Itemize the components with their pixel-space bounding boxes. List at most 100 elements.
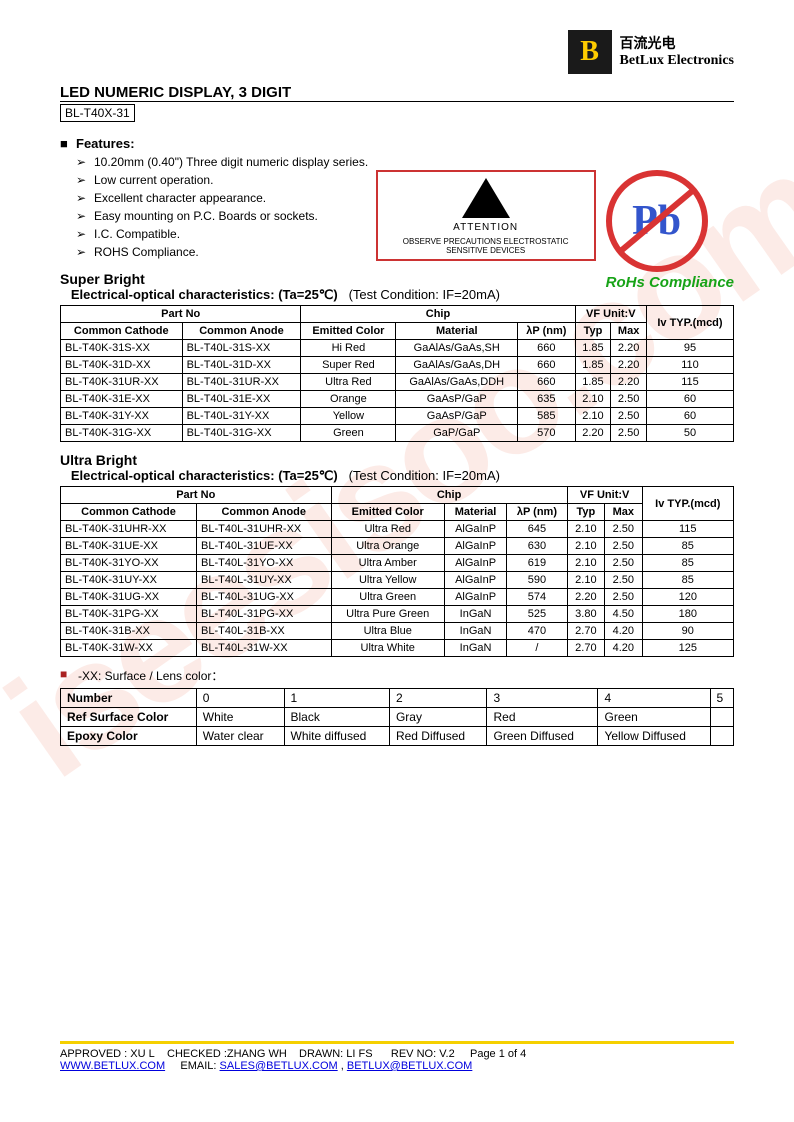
table-cell: Orange [301,391,396,408]
footer-www-link[interactable]: WWW.BETLUX.COM [60,1060,165,1072]
th-chip: Chip [301,306,575,323]
footer-approved: APPROVED : XU L [60,1048,155,1060]
table-cell: 660 [518,374,576,391]
features-heading: Features: [76,136,734,151]
feature-item: 10.20mm (0.40") Three digit numeric disp… [76,153,734,171]
super-bright-table: Part No Chip VF Unit:V Iv TYP.(mcd) Comm… [60,305,734,442]
attention-text: OBSERVE PRECAUTIONS ELECTROSTATIC SENSIT… [386,237,586,255]
th-ca: Common Anode [182,323,301,340]
table-cell: Yellow [301,408,396,425]
table-row: BL-T40K-31YO-XXBL-T40L-31YO-XXUltra Ambe… [61,555,734,572]
table-cell: BL-T40L-31S-XX [182,340,301,357]
footer-email1-link[interactable]: SALES@BETLUX.COM [220,1060,338,1072]
table-cell: 90 [642,623,733,640]
lens-cell: 4 [598,689,710,708]
table-row: BL-T40K-31Y-XXBL-T40L-31Y-XXYellowGaAsP/… [61,408,734,425]
table-cell: 645 [507,521,567,538]
table-cell: BL-T40K-31UHR-XX [61,521,197,538]
table-cell: 180 [642,606,733,623]
table-cell: 585 [518,408,576,425]
company-block: 百流光电 BetLux Electronics [620,34,734,70]
footer-checked: CHECKED :ZHANG WH [167,1048,287,1060]
th-ca: Common Anode [197,504,332,521]
table-cell: BL-T40K-31YO-XX [61,555,197,572]
part-number: BL-T40X-31 [60,104,135,122]
table-cell: BL-T40K-31G-XX [61,425,183,442]
table-cell: 2.70 [567,623,604,640]
table-cell: Ultra Yellow [331,572,444,589]
footer-sep: , [341,1060,344,1072]
table-cell: 2.10 [567,572,604,589]
table-cell: 3.80 [567,606,604,623]
footer-page: Page 1 of 4 [470,1048,526,1060]
table-cell: Ultra Amber [331,555,444,572]
th-partno: Part No [61,487,332,504]
th-max: Max [605,504,642,521]
table-row: BL-T40K-31UG-XXBL-T40L-31UG-XXUltra Gree… [61,589,734,606]
table-cell: 2.20 [611,340,647,357]
table-cell: 2.20 [611,357,647,374]
th-material: Material [444,504,506,521]
table-cell: 4.20 [605,640,642,657]
logo-icon: B [568,30,612,74]
table-cell: 590 [507,572,567,589]
table-cell: BL-T40L-31UE-XX [197,538,332,555]
table-cell: 85 [642,555,733,572]
table-cell: 115 [642,521,733,538]
table-cell: 2.50 [605,572,642,589]
lens-cell: Red [487,708,598,727]
ultra-bright-table: Part No Chip VF Unit:V Iv TYP.(mcd) Comm… [60,486,734,657]
table-cell: GaAlAs/GaAs,DDH [396,374,518,391]
table-cell: 619 [507,555,567,572]
lens-cell: Black [284,708,389,727]
th-max: Max [611,323,647,340]
table-cell: BL-T40L-31E-XX [182,391,301,408]
table-cell: 120 [642,589,733,606]
footer-drawn: DRAWN: LI FS [299,1048,373,1060]
table-cell: BL-T40L-31D-XX [182,357,301,374]
table-cell: 525 [507,606,567,623]
table-cell: GaAsP/GaP [396,391,518,408]
table-cell: 2.20 [575,425,611,442]
table-cell: GaAsP/GaP [396,408,518,425]
table-cell: 635 [518,391,576,408]
table-cell: Hi Red [301,340,396,357]
table-cell: BL-T40K-31W-XX [61,640,197,657]
footer-email2-link[interactable]: BETLUX@BETLUX.COM [347,1060,472,1072]
table-cell: BL-T40L-31W-XX [197,640,332,657]
lens-cell: White diffused [284,727,389,746]
table-cell: BL-T40K-31S-XX [61,340,183,357]
table-cell: BL-T40L-31UG-XX [197,589,332,606]
pb-symbol: Pb [632,197,681,245]
char-title-2: Electrical-optical characteristics: (Ta=… [71,468,338,483]
table-cell: AlGaInP [444,521,506,538]
th-chip: Chip [331,487,567,504]
table-cell: / [507,640,567,657]
table-cell: 2.20 [567,589,604,606]
lens-cell: Green [598,708,710,727]
lens-cell: Gray [389,708,487,727]
lens-cell: 3 [487,689,598,708]
table-cell: BL-T40L-31G-XX [182,425,301,442]
table-cell: BL-T40K-31PG-XX [61,606,197,623]
no-pb-icon: Pb [606,170,708,272]
table-row: BL-T40K-31G-XXBL-T40L-31G-XXGreenGaP/GaP… [61,425,734,442]
table-row: BL-T40K-31UE-XXBL-T40L-31UE-XXUltra Oran… [61,538,734,555]
table-cell: Ultra Red [301,374,396,391]
table-cell: 85 [642,538,733,555]
th-partno: Part No [61,306,301,323]
table-cell: 660 [518,340,576,357]
th-cc: Common Cathode [61,504,197,521]
table-cell: 630 [507,538,567,555]
table-cell: 2.50 [611,425,647,442]
table-cell: 660 [518,357,576,374]
section-ultra-bright: Ultra Bright [60,452,734,468]
table-cell: AlGaInP [444,572,506,589]
table-cell: BL-T40L-31UHR-XX [197,521,332,538]
lens-note: -XX: Surface / Lens color： [60,667,734,684]
attention-title: ATTENTION [386,222,586,233]
table-cell: BL-T40K-31UE-XX [61,538,197,555]
table-cell: BL-T40K-31Y-XX [61,408,183,425]
table-cell: GaP/GaP [396,425,518,442]
table-cell: 4.50 [605,606,642,623]
